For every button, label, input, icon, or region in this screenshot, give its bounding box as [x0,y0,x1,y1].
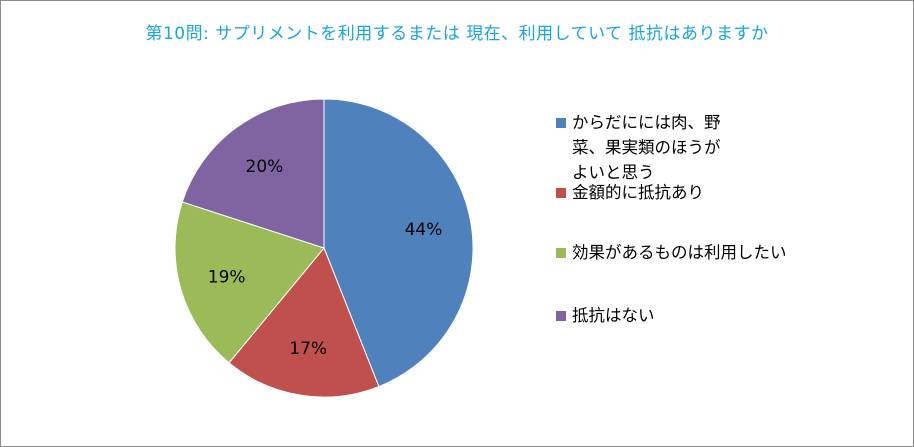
legend-swatch-1 [556,118,566,128]
data-label-2: 17% [289,339,327,359]
legend-swatch-3 [556,248,566,258]
data-label-1: 44% [405,220,443,240]
legend-label-2: 金額的に抵抗あり [572,183,704,202]
legend-label-4: 抵抗はない [572,306,655,325]
pie-slice-2 [228,247,380,398]
legend-swatch-4 [556,311,566,321]
legend-item-2: 金額的に抵抗あり [556,180,896,205]
legend-item-3: 効果があるものは利用したい [556,240,896,265]
legend-label-1: からだにには肉、野菜、果実類のほうがよいと思う [572,113,721,182]
pie-slice-4 [181,98,325,249]
pie-slice-1 [323,98,474,388]
legend-item-1: からだにには肉、野菜、果実類のほうがよいと思う [556,110,896,185]
legend-item-4: 抵抗はない [556,303,896,328]
legend-label-3: 効果があるものは利用したい [572,243,787,262]
pie-slice-3 [174,201,325,364]
data-label-3: 19% [208,267,246,287]
chart-title: 第10問: サプリメントを利用するまたは 現在、利用していて 抵抗はありますか [145,24,769,44]
legend-swatch-2 [556,188,566,198]
data-label-4: 20% [246,157,284,177]
